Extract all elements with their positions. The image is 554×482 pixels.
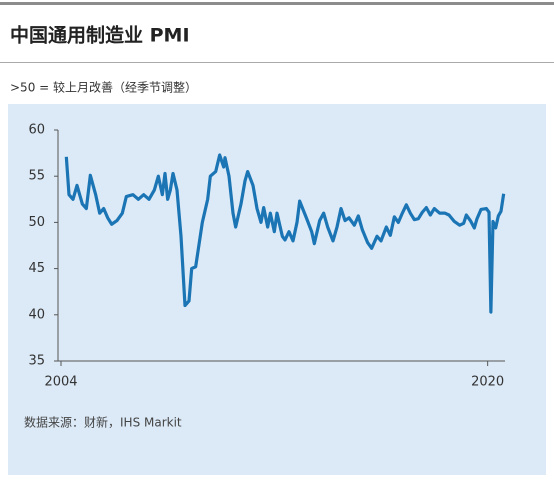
subtitle: >50 = 较上月改善（经季节调整）: [10, 80, 197, 95]
chart-panel: [8, 104, 546, 475]
y-tick-label: 45: [28, 261, 45, 276]
pmi-line: [64, 153, 506, 314]
y-tick-label: 35: [28, 354, 45, 369]
y-tick-label: 40: [28, 307, 45, 322]
y-tick-label: 60: [28, 123, 45, 138]
y-tick-label: 50: [28, 215, 45, 230]
top-rule: [0, 2, 554, 5]
chart-title: 中国通用制造业 PMI: [10, 24, 190, 47]
x-tick-label: 2004: [44, 375, 77, 390]
x-tick-label: 2020: [471, 375, 504, 390]
source: 数据来源：财新，IHS Markit: [24, 415, 182, 430]
y-tick-label: 55: [28, 169, 45, 184]
title-rule: [0, 62, 554, 63]
